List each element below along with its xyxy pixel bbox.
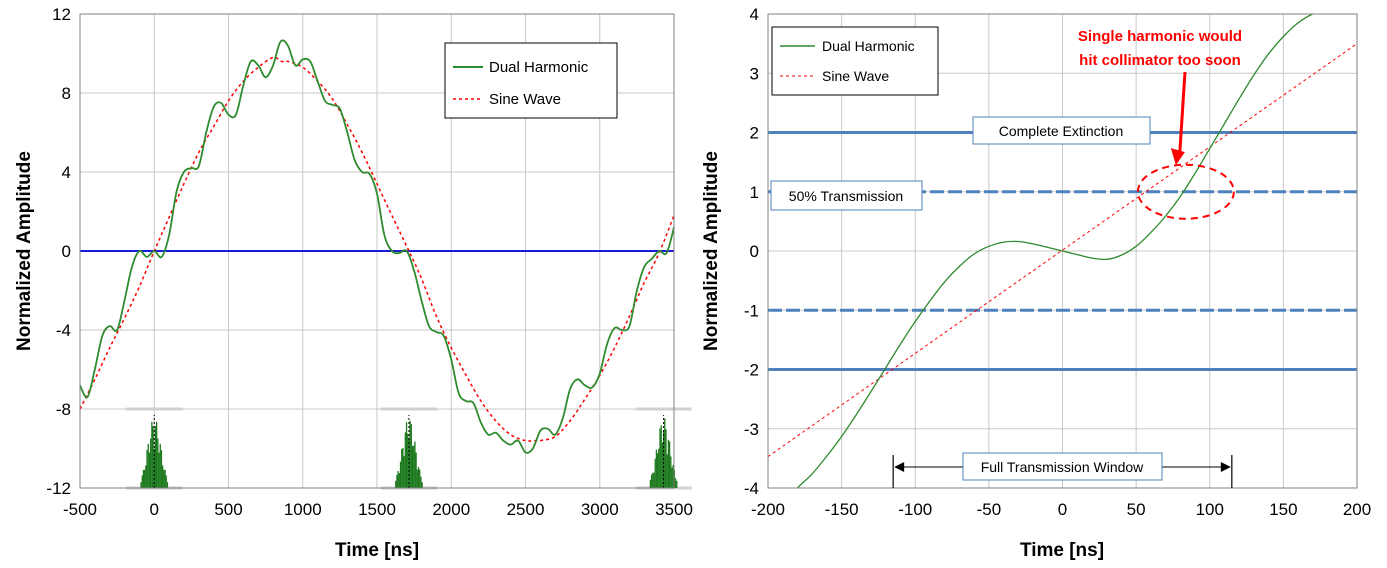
x-tick-label: 2500 xyxy=(507,500,545,519)
right-tick-labels: -200 -150 -100 -50 0 50 100 150 200 4 3 2 1 0 -1 -2 -3 -4 xyxy=(744,5,1371,519)
y-tick-label: -2 xyxy=(744,361,759,380)
left-legend-box xyxy=(444,42,618,119)
x-tick-label: 3500 xyxy=(655,500,693,519)
fifty-transmission-box xyxy=(770,180,923,211)
y-tick-label: 3 xyxy=(750,64,759,83)
complete-extinction-box xyxy=(972,116,1151,145)
x-tick-label: -100 xyxy=(898,500,932,519)
window-arrowhead-right xyxy=(1220,462,1231,472)
collimator-annotation: Single harmonic would hit collimator too… xyxy=(1078,28,1242,220)
x-tick-label: 50 xyxy=(1127,500,1146,519)
x-tick-label: 0 xyxy=(150,500,159,519)
left-plot-frame xyxy=(79,13,675,489)
window-arrowhead-left xyxy=(894,462,905,472)
right-series xyxy=(767,14,1358,488)
x-tick-label: -50 xyxy=(977,500,1002,519)
right-x-axis-label: Time [ns] xyxy=(1020,540,1104,561)
annotation-line-2: hit collimator too soon xyxy=(1079,52,1241,69)
x-tick-label: 100 xyxy=(1196,500,1224,519)
annotation-line-1: Single harmonic would xyxy=(1078,28,1242,45)
x-tick-label: 1500 xyxy=(358,500,396,519)
full-window-box xyxy=(962,452,1163,481)
x-tick-label: -500 xyxy=(63,500,97,519)
left-tick-labels: -500 0 500 1000 1500 2000 2500 3000 3500 12 8 4 0 -4 -… xyxy=(46,5,692,519)
x-tick-label: 500 xyxy=(214,500,242,519)
right-legend-dual-label: Dual Harmonic xyxy=(822,38,915,54)
y-tick-label: 8 xyxy=(62,84,71,103)
right-legend: Dual Harmonic Sine Wave xyxy=(771,26,939,96)
complete-extinction-label-group: Complete Extinction xyxy=(972,116,1151,145)
complete-extinction-label: Complete Extinction xyxy=(999,123,1124,139)
x-tick-label: -150 xyxy=(825,500,859,519)
annotation-arrowhead xyxy=(1170,148,1185,166)
x-tick-label: 3000 xyxy=(581,500,619,519)
full-window-label: Full Transmission Window xyxy=(981,459,1144,475)
x-tick-label: 1000 xyxy=(284,500,322,519)
y-tick-label: -12 xyxy=(46,479,71,498)
x-tick-label: 0 xyxy=(1058,500,1067,519)
y-tick-label: 1 xyxy=(750,183,759,202)
fifty-transmission-label-group: 50% Transmission xyxy=(770,180,923,211)
left-legend: Dual Harmonic Sine Wave xyxy=(444,42,618,119)
x-tick-label: 2000 xyxy=(432,500,470,519)
highlight-ellipse xyxy=(1136,163,1235,220)
dual-harmonic-line xyxy=(796,14,1315,488)
right-chart: -200 -150 -100 -50 0 50 100 150 200 4 3 2 1 0 -1 -2 -3 -4… xyxy=(701,5,1371,561)
right-legend-box xyxy=(771,26,939,96)
y-tick-label: -4 xyxy=(56,321,71,340)
right-plot-frame xyxy=(767,13,1358,489)
y-tick-label: -4 xyxy=(744,479,759,498)
sine-wave-line xyxy=(79,56,675,442)
left-series xyxy=(79,39,675,454)
y-tick-label: 0 xyxy=(750,242,759,261)
y-tick-label: 12 xyxy=(52,5,71,24)
y-tick-label: -1 xyxy=(744,301,759,320)
x-tick-label: -200 xyxy=(751,500,785,519)
y-tick-label: -3 xyxy=(744,420,759,439)
annotation-arrow-shaft xyxy=(1178,71,1187,152)
left-beam-bunches xyxy=(126,407,692,490)
right-y-axis-label: Normalized Amplitude xyxy=(701,151,722,351)
y-tick-label: 4 xyxy=(750,5,759,24)
x-tick-label: 150 xyxy=(1269,500,1297,519)
left-legend-dual-label: Dual Harmonic xyxy=(489,59,589,76)
dual-harmonic-line xyxy=(79,39,675,454)
left-chart: -500 0 500 1000 1500 2000 2500 3000 3500 12 8 4 0 -4 -… xyxy=(14,5,693,561)
left-legend-sine-label: Sine Wave xyxy=(489,91,561,108)
fifty-transmission-label: 50% Transmission xyxy=(789,188,903,204)
x-tick-label: 200 xyxy=(1343,500,1371,519)
y-tick-label: 0 xyxy=(62,242,71,261)
y-tick-label: 4 xyxy=(62,163,71,182)
full-transmission-window: Full Transmission Window xyxy=(892,452,1233,488)
right-legend-sine-label: Sine Wave xyxy=(822,68,889,84)
y-tick-label: 2 xyxy=(750,124,759,143)
left-y-axis-label: Normalized Amplitude xyxy=(14,151,35,351)
left-x-axis-label: Time [ns] xyxy=(335,540,419,561)
y-tick-label: -8 xyxy=(56,400,71,419)
